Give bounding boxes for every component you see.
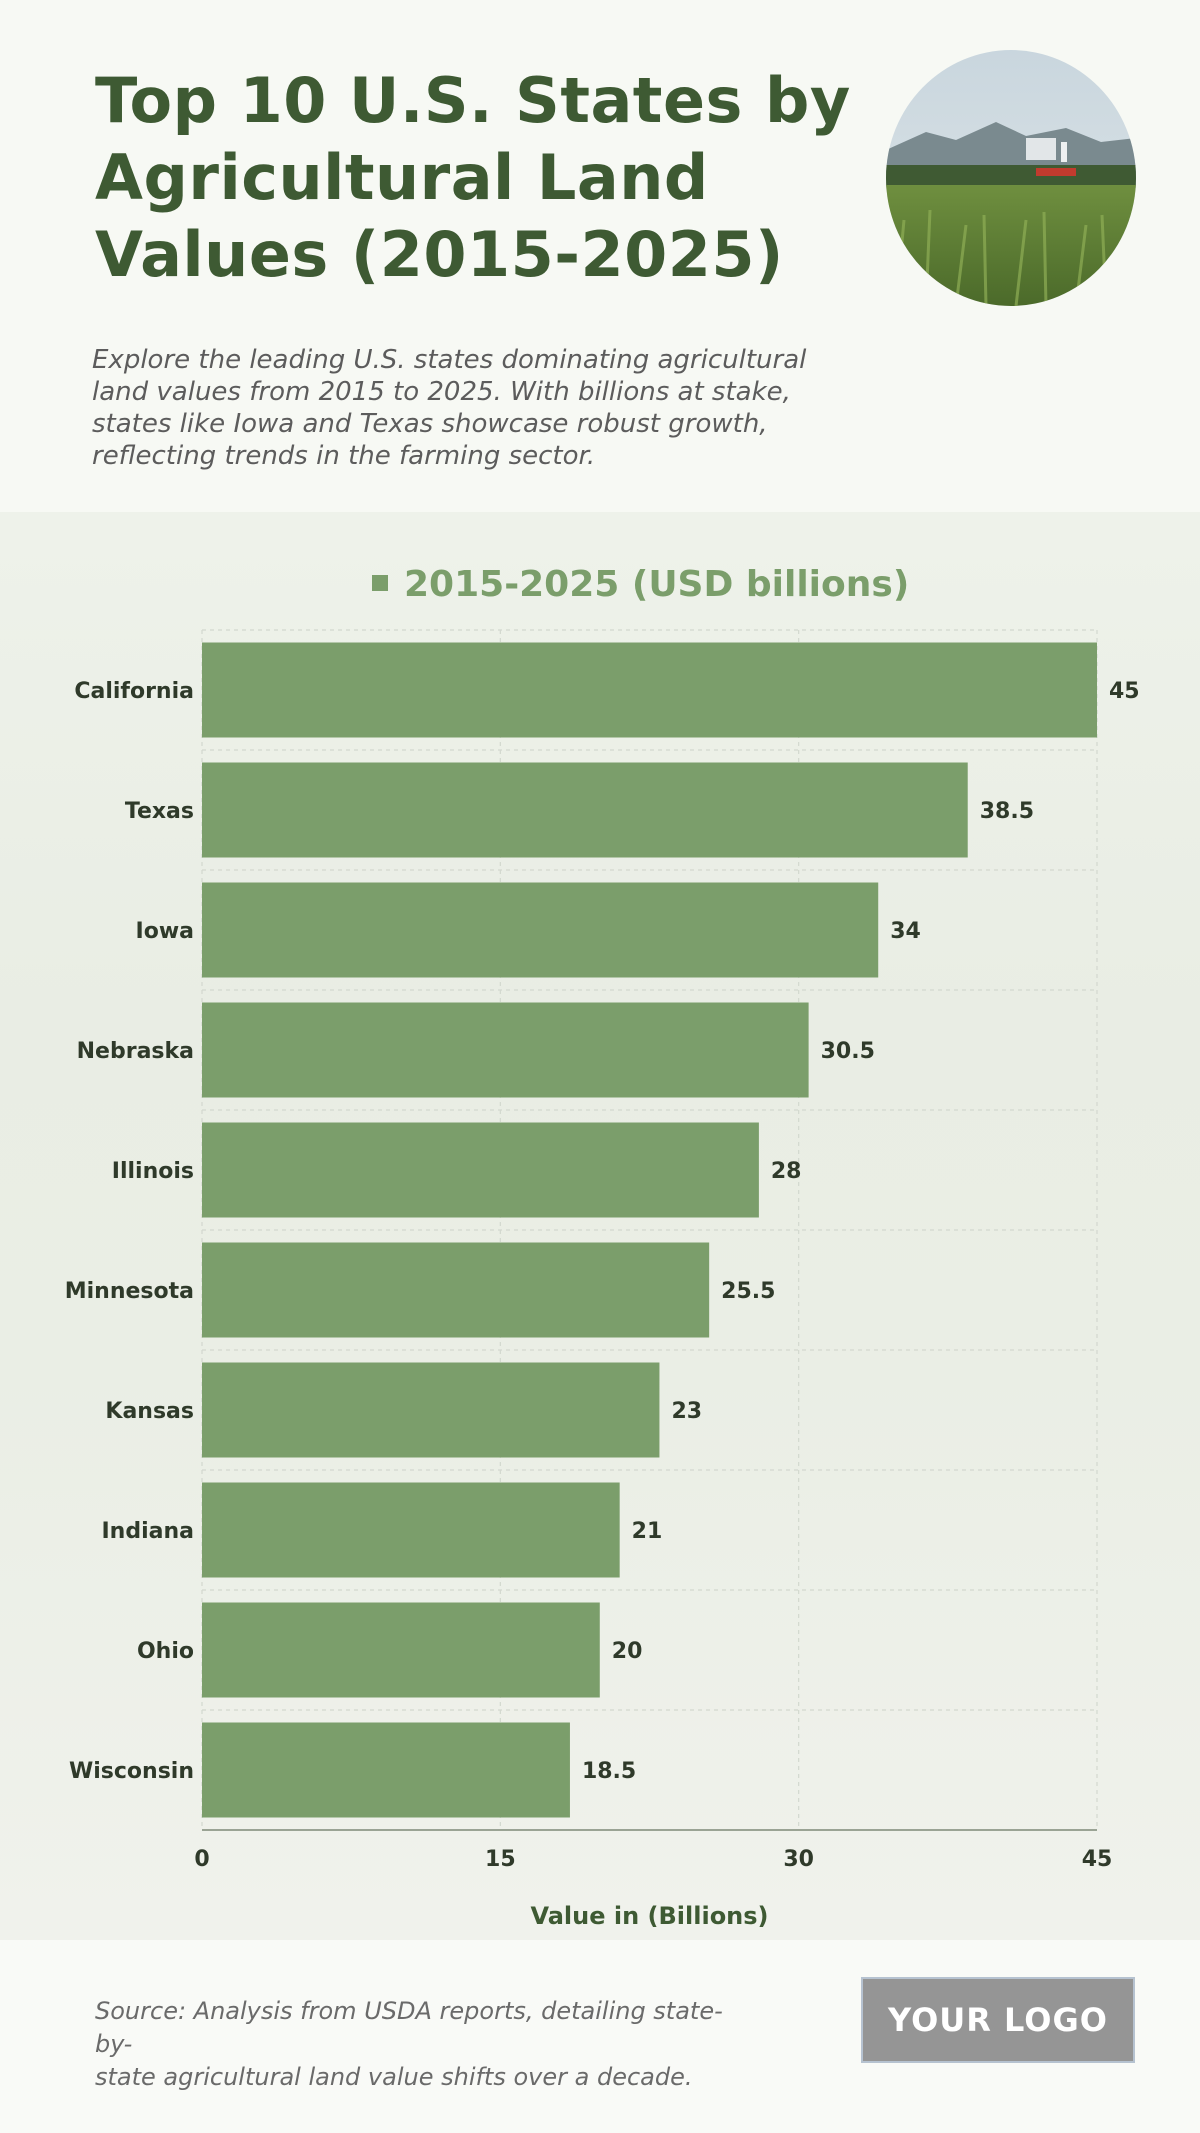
category-label: Nebraska — [77, 1039, 194, 1064]
title-line: Agricultural Land — [95, 141, 709, 214]
x-tick-label: 0 — [194, 1847, 209, 1872]
source-line: state agricultural land value shifts ove… — [95, 2063, 693, 2091]
value-label: 20 — [612, 1639, 643, 1664]
title-line: Values (2015-2025) — [95, 218, 784, 291]
value-label: 38.5 — [980, 799, 1034, 824]
bar — [202, 882, 879, 978]
value-label: 28 — [771, 1159, 802, 1184]
bar — [202, 642, 1097, 738]
page-title: Top 10 U.S. States by Agricultural Land … — [95, 62, 855, 293]
value-label: 30.5 — [821, 1039, 875, 1064]
x-axis-title: Value in (Billions) — [530, 1902, 768, 1930]
x-tick-label: 45 — [1082, 1847, 1113, 1872]
bar — [202, 1002, 809, 1098]
intro-line: reflecting trends in the farming sector. — [92, 441, 596, 471]
value-label: 34 — [890, 919, 921, 944]
title-line: Top 10 U.S. States by — [95, 64, 851, 137]
intro-line: Explore the leading U.S. states dominati… — [92, 345, 807, 375]
source-line: Source: Analysis from USDA reports, deta… — [95, 1997, 723, 2058]
category-label: Ohio — [137, 1639, 194, 1664]
category-label: Kansas — [105, 1399, 194, 1424]
bar — [202, 1242, 710, 1338]
value-label: 21 — [632, 1519, 663, 1544]
source-note: Source: Analysis from USDA reports, deta… — [95, 1995, 735, 2094]
category-label: Minnesota — [65, 1279, 194, 1304]
legend-swatch — [372, 575, 388, 591]
value-label: 18.5 — [582, 1759, 636, 1784]
bar — [202, 762, 968, 858]
value-label: 45 — [1109, 679, 1140, 704]
intro-line: states like Iowa and Texas showcase robu… — [92, 409, 768, 439]
category-label: Illinois — [112, 1159, 194, 1184]
bar — [202, 1362, 660, 1458]
category-label: California — [74, 679, 194, 704]
farm-field-photo — [886, 50, 1136, 306]
intro-paragraph: Explore the leading U.S. states dominati… — [92, 344, 852, 472]
x-tick-label: 15 — [485, 1847, 516, 1872]
logo-placeholder: YOUR LOGO — [861, 1977, 1135, 2063]
bar — [202, 1122, 759, 1218]
bar-chart: California 45 Texas 38.5 Iowa 34 Nebraska 30.5 I… — [65, 564, 1140, 1930]
value-label: 23 — [671, 1399, 702, 1424]
chart-panel — [0, 512, 1200, 1940]
category-label: Wisconsin — [69, 1759, 194, 1784]
bar — [202, 1482, 620, 1578]
value-label: 25.5 — [721, 1279, 775, 1304]
bar — [202, 1602, 600, 1698]
bar — [202, 1722, 570, 1818]
category-label: Indiana — [102, 1519, 195, 1544]
category-label: Texas — [125, 799, 194, 824]
x-tick-label: 30 — [783, 1847, 814, 1872]
category-label: Iowa — [136, 919, 194, 944]
intro-line: land values from 2015 to 2025. With bill… — [92, 377, 791, 407]
legend-label: 2015-2025 (USD billions) — [404, 564, 909, 605]
